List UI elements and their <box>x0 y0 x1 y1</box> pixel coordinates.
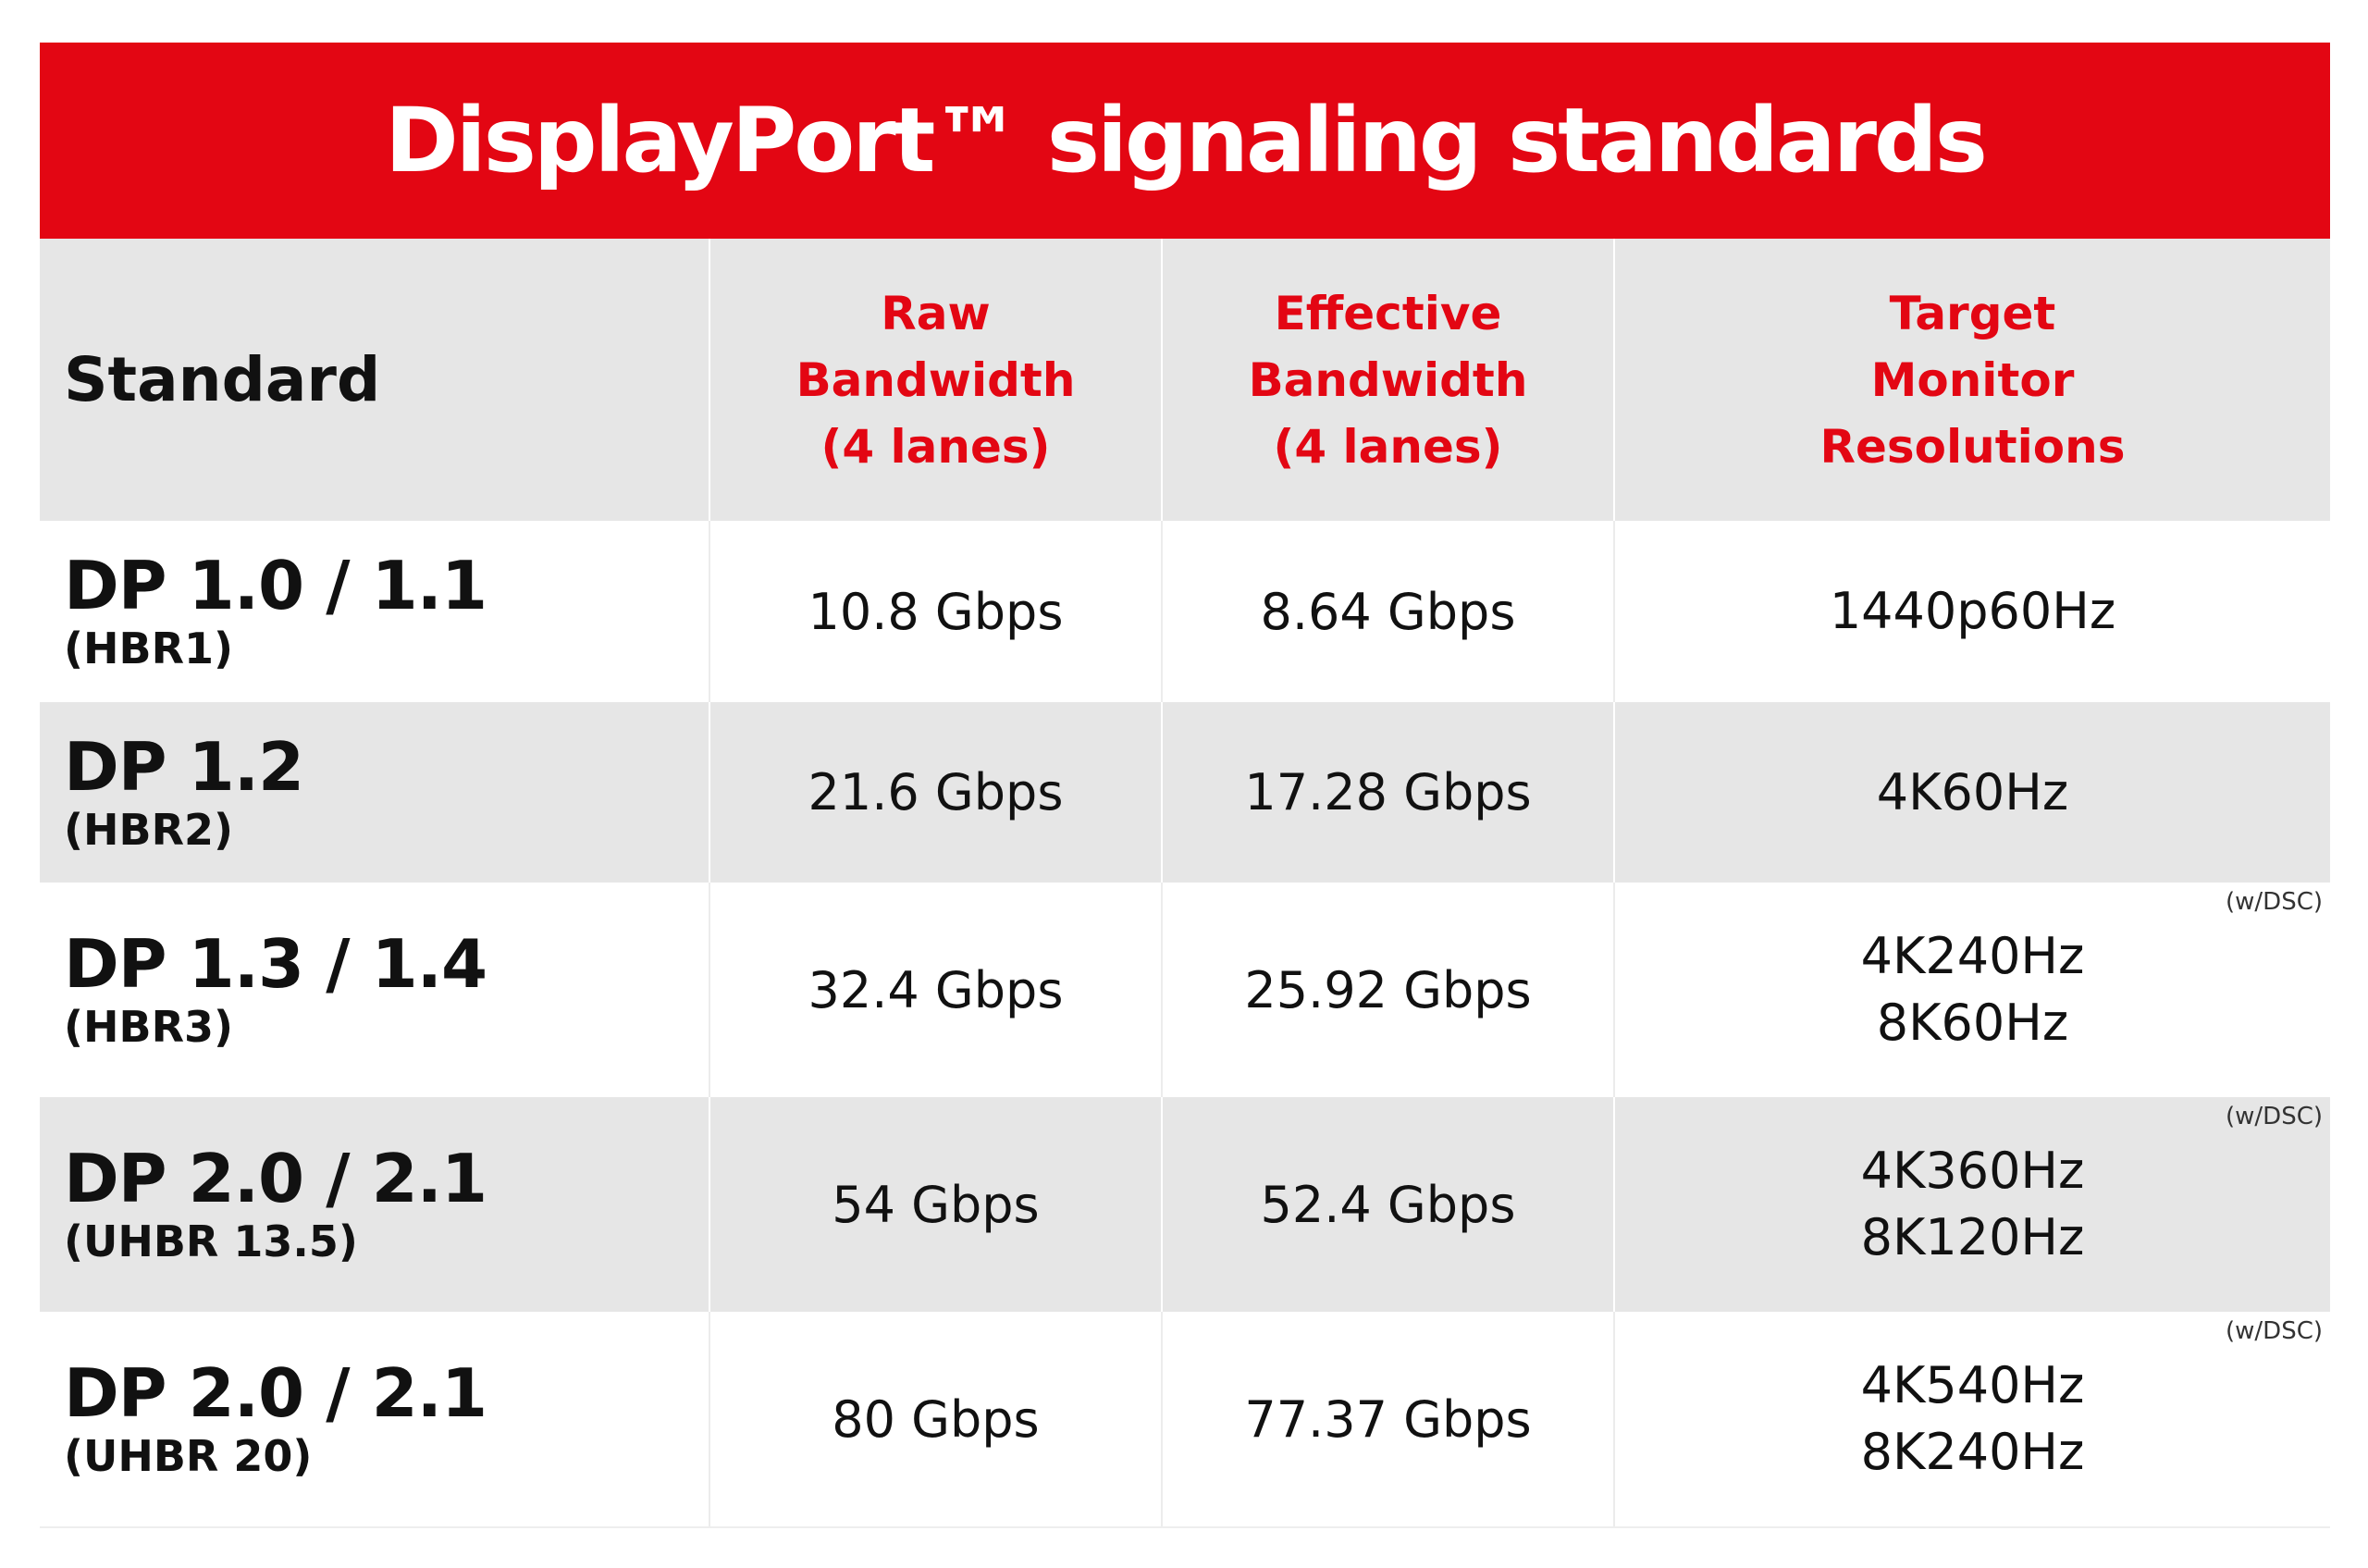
standard-subname: (HBR2) <box>64 804 234 855</box>
header-raw-line: Raw <box>881 286 991 340</box>
header-target-line: Resolutions <box>1819 419 2126 474</box>
table-row: DP 1.2 (HBR2) 21.6 Gbps 17.28 Gbps 4K60H… <box>40 702 2330 883</box>
dsc-note: (w/DSC) <box>2226 1317 2323 1345</box>
header-target-line: Target <box>1889 286 2056 340</box>
header-target-resolutions: Target Monitor Resolutions <box>1614 239 2330 521</box>
resolution-value: 4K360Hz <box>1860 1142 2085 1200</box>
header-raw-line: Bandwidth <box>796 352 1076 407</box>
standards-table: Standard Raw Bandwidth (4 lanes) Effecti… <box>40 239 2330 1526</box>
resolutions-cell: 1440p60Hz <box>1614 521 2330 702</box>
effective-bandwidth-cell: 8.64 Gbps <box>1162 521 1615 702</box>
raw-bandwidth-cell: 32.4 Gbps <box>709 883 1163 1097</box>
raw-bandwidth-cell: 10.8 Gbps <box>709 521 1163 702</box>
table-bottom-border <box>40 1526 2330 1528</box>
raw-bandwidth-cell: 80 Gbps <box>709 1312 1163 1526</box>
resolution-value: 4K60Hz <box>1876 762 2069 821</box>
standard-name: DP 2.0 / 2.1 <box>64 1140 487 1217</box>
resolutions-cell: 4K60Hz <box>1614 702 2330 883</box>
standard-subname: (HBR1) <box>64 623 234 673</box>
standard-cell: DP 1.2 (HBR2) <box>40 702 710 883</box>
dsc-note: (w/DSC) <box>2226 888 2323 916</box>
header-effective-line: Effective <box>1274 286 1502 340</box>
header-row: Standard Raw Bandwidth (4 lanes) Effecti… <box>40 239 2330 521</box>
standard-name: DP 1.2 <box>64 727 304 806</box>
resolution-value: 4K240Hz <box>1860 927 2085 985</box>
standard-subname: (UHBR 20) <box>64 1431 313 1481</box>
resolution-value: 1440p60Hz <box>1829 582 2116 640</box>
header-target-line: Monitor <box>1870 352 2075 407</box>
resolutions-cell: (w/DSC) 4K240Hz 8K60Hz <box>1614 883 2330 1097</box>
standard-cell: DP 1.0 / 1.1 (HBR1) <box>40 521 710 702</box>
raw-bandwidth-cell: 21.6 Gbps <box>709 702 1163 883</box>
header-effective-line: Bandwidth <box>1248 352 1528 407</box>
header-effective-bandwidth: Effective Bandwidth (4 lanes) <box>1162 239 1615 521</box>
standard-cell: DP 2.0 / 2.1 (UHBR 13.5) <box>40 1097 710 1312</box>
resolutions-cell: (w/DSC) 4K360Hz 8K120Hz <box>1614 1097 2330 1312</box>
effective-bandwidth-cell: 77.37 Gbps <box>1162 1312 1615 1526</box>
resolution-value: 8K120Hz <box>1860 1208 2085 1266</box>
table-row: DP 2.0 / 2.1 (UHBR 13.5) 54 Gbps 52.4 Gb… <box>40 1097 2330 1312</box>
effective-bandwidth-cell: 52.4 Gbps <box>1162 1097 1615 1312</box>
standard-name: DP 1.0 / 1.1 <box>64 547 487 624</box>
standard-subname: (UHBR 13.5) <box>64 1216 358 1266</box>
resolution-value: 4K540Hz <box>1860 1356 2085 1414</box>
resolutions-cell: (w/DSC) 4K540Hz 8K240Hz <box>1614 1312 2330 1526</box>
header-standard: Standard <box>40 239 710 521</box>
standard-name: DP 1.3 / 1.4 <box>64 925 487 1003</box>
table-title: DisplayPort™ signaling standards <box>40 43 2330 239</box>
dsc-note: (w/DSC) <box>2226 1103 2323 1130</box>
standard-cell: DP 1.3 / 1.4 (HBR3) <box>40 883 710 1097</box>
standard-name: DP 2.0 / 2.1 <box>64 1354 487 1432</box>
header-raw-line: (4 lanes) <box>820 419 1051 474</box>
effective-bandwidth-cell: 17.28 Gbps <box>1162 702 1615 883</box>
table-row: DP 2.0 / 2.1 (UHBR 20) 80 Gbps 77.37 Gbp… <box>40 1312 2330 1526</box>
resolution-value: 8K60Hz <box>1876 994 2069 1052</box>
resolution-value: 8K240Hz <box>1860 1423 2085 1481</box>
header-effective-line: (4 lanes) <box>1273 419 1503 474</box>
standard-subname: (HBR3) <box>64 1002 234 1052</box>
header-raw-bandwidth: Raw Bandwidth (4 lanes) <box>709 239 1163 521</box>
effective-bandwidth-cell: 25.92 Gbps <box>1162 883 1615 1097</box>
table-row: DP 1.3 / 1.4 (HBR3) 32.4 Gbps 25.92 Gbps… <box>40 883 2330 1097</box>
standards-table-card: DisplayPort™ signaling standards Standar… <box>40 43 2330 1528</box>
standard-cell: DP 2.0 / 2.1 (UHBR 20) <box>40 1312 710 1526</box>
table-row: DP 1.0 / 1.1 (HBR1) 10.8 Gbps 8.64 Gbps … <box>40 521 2330 702</box>
raw-bandwidth-cell: 54 Gbps <box>709 1097 1163 1312</box>
